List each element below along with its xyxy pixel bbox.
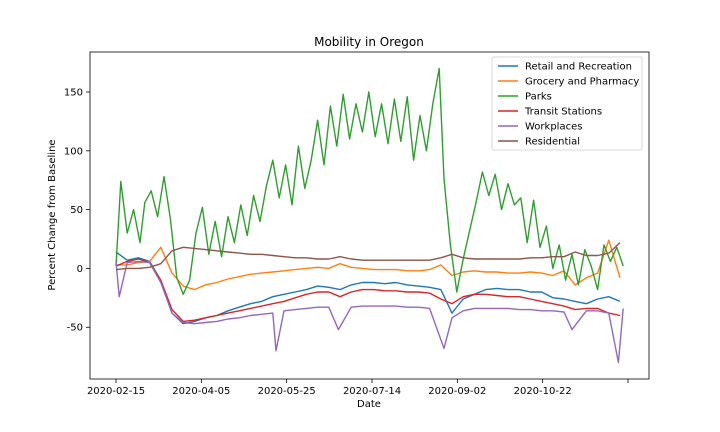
y-axis: -50 0 50 100 150 — [64, 87, 90, 334]
y-tick-label: 150 — [64, 87, 83, 98]
legend-label: Retail and Recreation — [525, 62, 632, 73]
x-tick-label: 2020-10-22 — [514, 386, 572, 397]
x-tick-label: 2020-09-02 — [428, 386, 486, 397]
y-tick-label: 50 — [70, 205, 83, 216]
y-tick-label: -50 — [67, 323, 83, 334]
legend-label: Transit Stations — [524, 107, 602, 118]
x-axis: 2020-02-15 2020-04-05 2020-05-25 2020-07-14… — [87, 379, 629, 397]
x-tick-label: 2020-04-05 — [172, 386, 230, 397]
x-axis-title: Date — [357, 399, 381, 410]
series-line-residential — [115, 242, 621, 271]
series-line-parks — [115, 67, 624, 295]
y-tick-label: 0 — [77, 264, 83, 275]
x-tick-label: 2020-05-25 — [258, 386, 316, 397]
chart-title: Mobility in Oregon — [314, 35, 424, 49]
series-line-grocery-and-pharmacy — [116, 239, 621, 291]
legend-label: Grocery and Pharmacy — [525, 77, 639, 88]
x-tick-label: 2020-02-15 — [87, 386, 145, 397]
plot-frame — [89, 51, 650, 380]
series-line-transit-stations — [115, 258, 621, 323]
x-tick-label: 2020-07-14 — [343, 386, 401, 397]
legend-label: Residential — [525, 137, 580, 148]
legend-label: Workplaces — [525, 122, 582, 133]
legend: Retail and Recreation Grocery and Pharmac… — [491, 56, 643, 151]
y-axis-title: Percent Change from Baseline — [47, 139, 58, 290]
series-layer — [115, 67, 624, 364]
y-tick-label: 100 — [64, 146, 83, 157]
legend-box — [491, 56, 643, 151]
legend-label: Parks — [525, 92, 552, 103]
series-line-workplaces — [115, 260, 624, 364]
